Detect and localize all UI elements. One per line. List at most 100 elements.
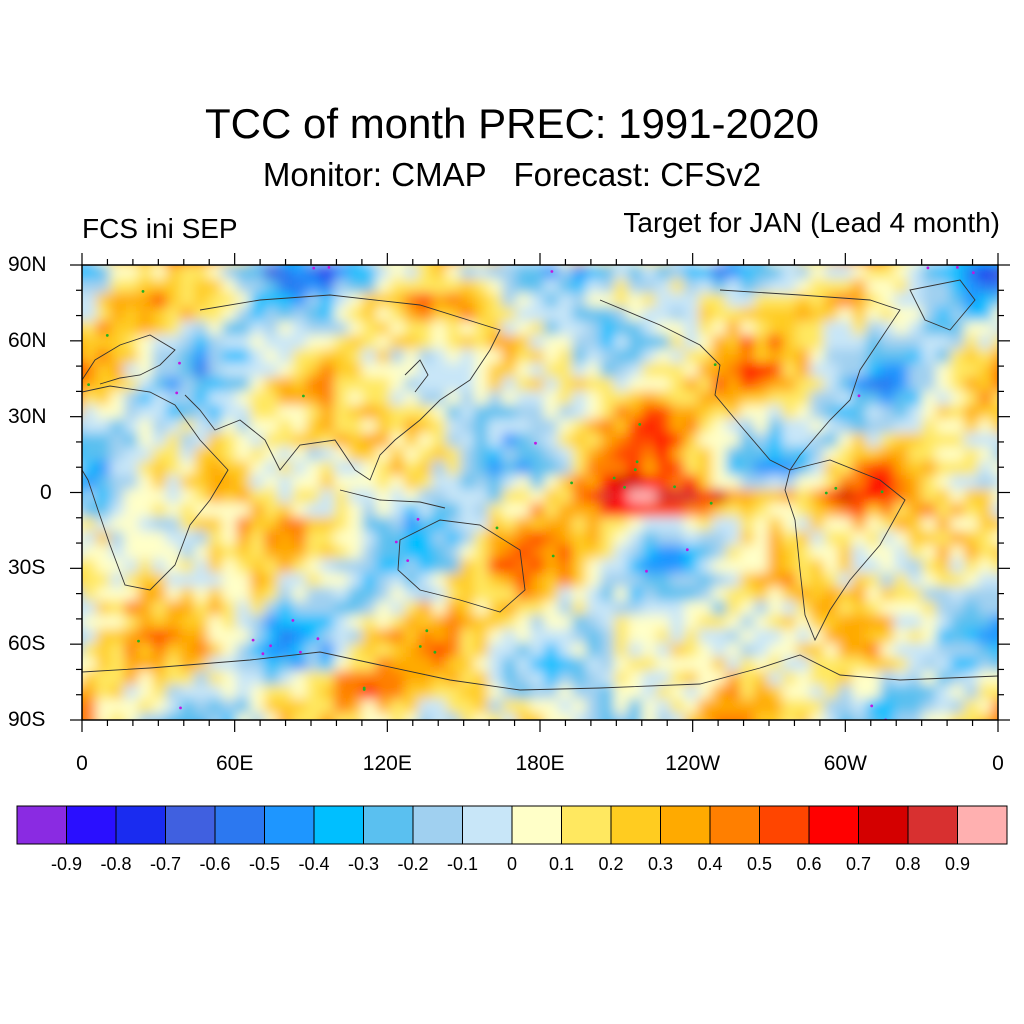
colorbar-label: -0.9 xyxy=(50,854,83,874)
field-cell xyxy=(740,461,756,477)
field-cell xyxy=(768,307,784,323)
field-cell xyxy=(474,419,490,435)
field-cell xyxy=(642,685,658,701)
field-cell xyxy=(712,293,728,309)
field-cell xyxy=(936,363,952,379)
field-cell xyxy=(152,727,168,743)
field-cell xyxy=(950,671,966,687)
field-cell xyxy=(754,363,770,379)
field-cell xyxy=(432,713,448,720)
field-cell xyxy=(754,657,770,673)
field-cell xyxy=(264,321,280,337)
field-cell xyxy=(460,377,476,393)
field-cell xyxy=(964,685,980,701)
field-cell xyxy=(978,573,994,589)
field-cell xyxy=(250,321,266,337)
field-cell xyxy=(838,629,854,645)
field-cell xyxy=(922,377,938,393)
field-cell xyxy=(600,433,616,449)
field-cell xyxy=(404,279,420,295)
field-cell xyxy=(348,587,364,603)
field-cell xyxy=(208,685,224,701)
field-cell xyxy=(306,517,322,533)
negative-significance-dot xyxy=(394,540,398,544)
field-cell xyxy=(264,615,280,631)
correlation-field xyxy=(82,265,1022,743)
field-cell xyxy=(166,405,182,421)
field-cell xyxy=(656,475,672,491)
field-cell xyxy=(824,615,840,631)
field-cell xyxy=(390,573,406,589)
field-cell xyxy=(516,335,532,351)
field-cell xyxy=(96,447,112,463)
field-cell xyxy=(530,461,546,477)
field-cell xyxy=(866,447,882,463)
field-cell xyxy=(138,461,154,477)
field-cell xyxy=(908,615,924,631)
field-cell xyxy=(586,587,602,603)
field-cell xyxy=(236,615,252,631)
field-cell xyxy=(586,643,602,659)
field-cell xyxy=(152,531,168,547)
field-cell xyxy=(418,307,434,323)
field-cell xyxy=(628,419,644,435)
field-cell xyxy=(600,349,616,365)
field-cell xyxy=(348,643,364,659)
field-cell xyxy=(320,713,336,720)
field-cell xyxy=(278,545,294,561)
field-cell xyxy=(558,601,574,617)
field-cell xyxy=(866,503,882,519)
field-cell xyxy=(138,265,154,281)
field-cell xyxy=(852,461,868,477)
field-cell xyxy=(838,615,854,631)
field-cell xyxy=(530,489,546,505)
field-cell xyxy=(488,517,504,533)
field-cell xyxy=(838,433,854,449)
field-cell xyxy=(866,657,882,673)
field-cell xyxy=(712,601,728,617)
field-cell xyxy=(684,559,700,575)
field-cell xyxy=(852,391,868,407)
field-cell xyxy=(222,531,238,547)
field-cell xyxy=(866,713,882,720)
field-cell xyxy=(418,433,434,449)
field-cell xyxy=(824,419,840,435)
field-cell xyxy=(586,559,602,575)
field-cell xyxy=(236,727,252,743)
field-cell xyxy=(306,615,322,631)
field-cell xyxy=(460,531,476,547)
field-cell xyxy=(782,643,798,659)
field-cell xyxy=(292,587,308,603)
field-cell xyxy=(600,643,616,659)
field-cell xyxy=(460,349,476,365)
field-cell xyxy=(250,573,266,589)
field-cell xyxy=(824,559,840,575)
field-cell xyxy=(278,559,294,575)
field-cell xyxy=(110,713,126,720)
field-cell xyxy=(516,727,532,743)
field-cell xyxy=(138,643,154,659)
field-cell xyxy=(110,615,126,631)
field-cell xyxy=(292,391,308,407)
field-cell xyxy=(1006,657,1022,673)
field-cell xyxy=(698,391,714,407)
field-cell xyxy=(964,643,980,659)
field-cell xyxy=(964,699,980,715)
field-cell xyxy=(110,671,126,687)
field-cell xyxy=(754,601,770,617)
field-cell xyxy=(418,517,434,533)
field-cell xyxy=(236,475,252,491)
colorbar-swatch xyxy=(610,805,661,845)
field-cell xyxy=(754,433,770,449)
field-cell xyxy=(222,475,238,491)
positive-significance-dot xyxy=(425,629,429,633)
field-cell xyxy=(572,587,588,603)
field-cell xyxy=(96,615,112,631)
field-cell xyxy=(264,335,280,351)
field-cell xyxy=(992,489,998,505)
field-cell xyxy=(236,433,252,449)
field-cell xyxy=(614,503,630,519)
field-cell xyxy=(544,671,560,687)
field-cell xyxy=(684,265,700,281)
axis-ticks xyxy=(70,253,1010,732)
